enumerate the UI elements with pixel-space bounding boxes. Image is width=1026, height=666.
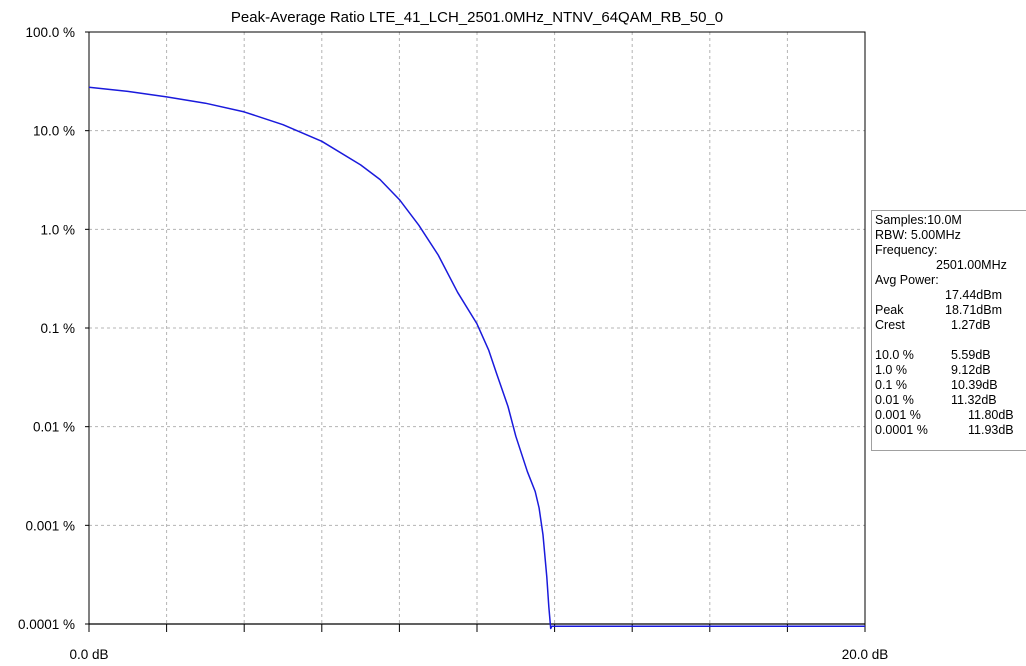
info-peak-value: 18.71dBm (945, 303, 1002, 317)
y-tick-label: 0.001 % (25, 518, 75, 533)
y-tick-label: 1.0 % (40, 222, 75, 237)
info-crest-label: Crest (875, 318, 905, 332)
info-frequency-label: Frequency: (875, 243, 938, 257)
info-row-pct: 0.001 % (875, 408, 921, 422)
ccdf-series-line (88, 86, 865, 630)
chart-title: Peak-Average Ratio LTE_41_LCH_2501.0MHz_… (231, 9, 723, 26)
info-rbw: RBW: 5.00MHz (875, 228, 961, 242)
info-row-pct: 0.1 % (875, 378, 907, 392)
info-row-db: 5.59dB (951, 348, 991, 362)
info-row-db: 9.12dB (951, 363, 991, 377)
x-axis: 0.0 dB 20.0 dB (69, 624, 888, 662)
info-peak-label: Peak (875, 303, 904, 317)
info-row-db: 11.93dB (968, 423, 1014, 437)
y-axis: 100.0 % 10.0 % 1.0 % 0.1 % 0.01 % 0.001 % 0.00… (18, 25, 89, 632)
info-row-pct: 1.0 % (875, 363, 907, 377)
info-row-db: 11.32dB (951, 393, 997, 407)
info-samples: Samples:10.0M (875, 213, 962, 227)
y-tick-label: 0.01 % (33, 420, 75, 435)
series-group (88, 86, 865, 630)
info-panel: Samples:10.0M RBW: 5.00MHz Frequency: 25… (871, 210, 1026, 451)
x-tick-label: 20.0 dB (842, 647, 889, 662)
y-tick-label: 10.0 % (33, 124, 75, 139)
grid (89, 32, 865, 624)
info-row-pct: 0.01 % (875, 393, 914, 407)
x-tick-label: 0.0 dB (69, 647, 108, 662)
info-row-pct: 10.0 % (875, 348, 914, 362)
info-row-db: 11.80dB (968, 408, 1014, 422)
info-avg-power-label: Avg Power: (875, 273, 939, 287)
info-crest-value: 1.27dB (951, 318, 991, 332)
y-tick-label: 0.1 % (40, 321, 75, 336)
info-avg-power-value: 17.44dBm (945, 288, 1002, 302)
info-frequency-value: 2501.00MHz (936, 258, 1007, 272)
info-row-pct: 0.0001 % (875, 423, 928, 437)
y-tick-label: 100.0 % (25, 25, 75, 40)
y-tick-label: 0.0001 % (18, 617, 75, 632)
info-row-db: 10.39dB (951, 378, 998, 392)
